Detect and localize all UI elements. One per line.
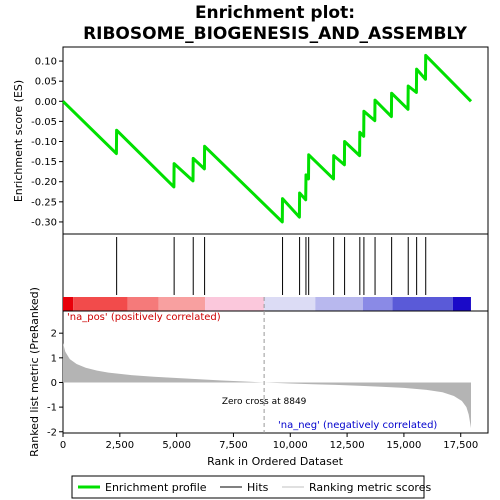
xtick-label: 0 [60,440,66,451]
es-ytick-label: 0.05 [35,77,57,88]
es-ytick-label: -0.10 [31,137,57,148]
es-ytick-label: -0.25 [31,197,57,208]
es-ytick-label: 0.00 [35,97,57,108]
chart-title-line2: RIBOSOME_BIOGENESIS_AND_ASSEMBLY [83,24,468,44]
legend-box [71,475,425,499]
es-ytick-label: 0.10 [35,57,57,68]
xtick-label: 17,500 [443,440,478,451]
enrichment-profile-line [61,53,473,224]
chart-title-line1: Enrichment plot: [195,3,355,23]
es-ytick-label: -0.05 [31,117,57,128]
metric-ytick-label: -1 [47,403,57,414]
metric-ylabel: Ranked list metric (PreRanked) [28,287,41,457]
legend-label: Hits [247,481,269,494]
es-ytick-label: -0.30 [31,217,57,228]
metric-ytick-label: 2 [51,329,57,340]
pos-correlated-label: 'na_pos' (positively correlated) [67,312,221,323]
xtick-label: 12,500 [330,440,365,451]
hits-panel [62,233,489,312]
metric-ytick-label: 1 [51,353,57,364]
zero-cross-label: Zero cross at 8849 [222,397,307,407]
legend-label: Enrichment profile [105,481,207,494]
x-axis: 0 2,500 5,000 7,500 10,000 12,500 15,000 17,500 [60,433,478,451]
ranking-metric-area [63,343,471,429]
heat-bar-segment [205,297,265,311]
heat-bar-segment [264,297,316,311]
es-ytick-label: -0.20 [31,177,57,188]
metric-panel-frame [62,310,489,434]
heat-bar-segment [63,297,74,311]
metric-ytick-label: -2 [47,427,57,438]
metric-ytick-label: 0 [51,378,57,389]
xtick-label: 2,500 [105,440,134,451]
x-axis-label: Rank in Ordered Dataset [207,455,344,468]
heat-bar-segment [315,297,363,311]
xtick-label: 10,000 [273,440,308,451]
heat-bar-segment [363,297,393,311]
heat-bar-segment [392,297,453,311]
xtick-label: 7,500 [219,440,248,451]
xtick-label: 15,000 [386,440,421,451]
heat-bar-segment [73,297,128,311]
es-ylabel: Enrichment score (ES) [12,80,25,202]
legend: Enrichment profile Hits Ranking metric sco… [71,475,431,499]
heat-bar-segment [452,297,471,311]
xtick-label: 5,000 [162,440,191,451]
heat-bar-segment [158,297,206,311]
heat-bar-segment [127,297,159,311]
metric-panel: 2 1 0 -1 -2 Zero cross at 8849 'na_pos' (pos… [28,287,489,457]
es-ytick-label: -0.15 [31,157,57,168]
legend-label: Ranking metric scores [309,481,431,494]
neg-correlated-label: 'na_neg' (negatively correlated) [278,420,437,431]
es-panel: 0.10 0.05 0.00 -0.05 -0.10 -0.15 -0.20 -0.25 -0.… [12,46,489,235]
